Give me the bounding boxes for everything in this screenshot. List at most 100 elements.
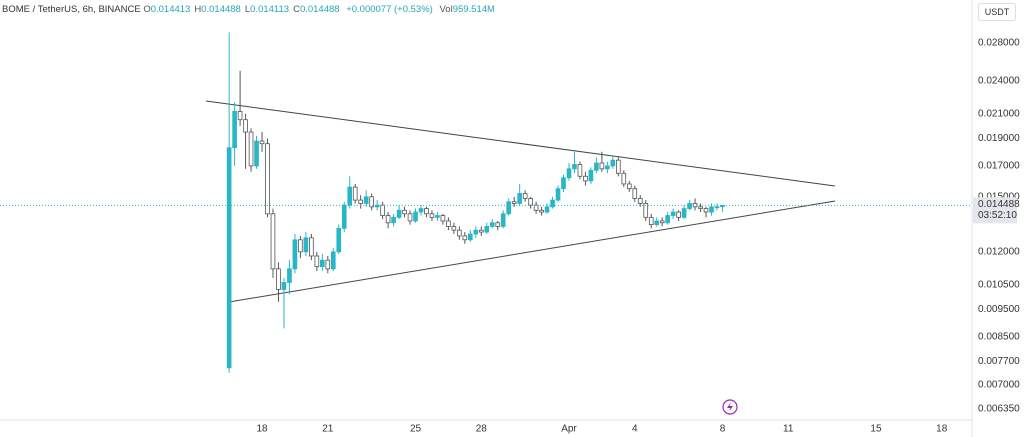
candle-body: [709, 206, 714, 213]
candle-body: [374, 204, 380, 208]
candle-body: [325, 259, 331, 270]
x-tick-label: Apr: [561, 424, 577, 435]
candle-body: [681, 208, 687, 218]
candle-body: [648, 216, 654, 226]
candle-body: [352, 186, 358, 201]
change: +0.000077 (+0.53%): [346, 4, 433, 15]
ohlc-value: 0.014488: [299, 4, 340, 15]
candle-body: [599, 162, 605, 170]
ohlc-value: 0.014488: [201, 4, 241, 15]
candle-body: [698, 206, 703, 209]
candle-body: [484, 226, 490, 233]
candle-body: [665, 215, 670, 224]
y-tick-label: 0.006350: [978, 404, 1020, 415]
candle-body: [248, 131, 254, 167]
candle-body: [232, 111, 237, 149]
ohlc-key: H: [194, 4, 202, 15]
x-tick-label: 28: [476, 424, 488, 435]
y-tick-label: 0.007000: [978, 379, 1020, 390]
candle-body: [577, 164, 583, 177]
last-price-box: [973, 197, 1017, 224]
legend-header: BOME / TetherUS, 6h, BINANCE O0.014413 H0…: [2, 4, 499, 15]
candle-body: [517, 193, 522, 204]
candle-body: [259, 140, 265, 145]
last-price-label: 0.014488: [978, 199, 1020, 210]
candle-body: [281, 282, 287, 290]
event-icon[interactable]: [722, 399, 738, 415]
candle-body: [703, 208, 709, 213]
y-tick-label: 0.019000: [978, 133, 1020, 144]
candle-body: [566, 168, 572, 179]
candle-body: [687, 203, 692, 209]
candle-body: [320, 259, 325, 268]
trend-line-upper[interactable]: [205, 100, 836, 187]
candle-body: [270, 213, 276, 270]
candle-body: [588, 169, 594, 182]
candle-body: [435, 215, 440, 218]
x-tick-label: 25: [410, 424, 422, 435]
y-tick-label: 0.007700: [978, 356, 1020, 367]
y-tick-label: 0.024000: [978, 75, 1020, 86]
candle-body: [462, 235, 468, 241]
x-tick-label: 21: [322, 424, 334, 435]
candle-body: [265, 143, 270, 215]
candle-body: [500, 213, 506, 227]
currency-button[interactable]: USDT: [978, 3, 1016, 21]
candle-body: [550, 199, 555, 208]
x-tick-label: 15: [870, 424, 882, 435]
candle-body: [413, 211, 418, 222]
candle-body: [478, 229, 484, 233]
candle-body: [402, 209, 407, 215]
candle-body: [418, 208, 424, 213]
candle-body: [391, 216, 396, 224]
candle-body: [539, 209, 544, 213]
x-tick-label: 8: [720, 424, 726, 435]
ohlc-value: 0.014413: [150, 4, 191, 15]
candle-body: [670, 211, 676, 216]
candle-body: [298, 239, 303, 253]
candle-body: [407, 213, 413, 222]
candle-body: [309, 237, 314, 257]
candle-body: [429, 213, 435, 218]
candle-body: [616, 159, 621, 174]
candle-body: [583, 175, 588, 182]
y-tick-label: 0.012000: [978, 246, 1020, 257]
candle-body: [473, 229, 479, 235]
ohlc: O0.014413 H0.014488 L0.014113 C0.014488: [143, 4, 343, 15]
candle-body: [610, 159, 616, 167]
candle-body: [314, 255, 320, 268]
candle-body: [506, 201, 512, 215]
candle-body: [632, 188, 638, 199]
candle-body: [440, 215, 446, 222]
candle-body: [369, 196, 374, 208]
candle-body: [555, 188, 561, 201]
candle-body: [495, 222, 501, 227]
candle-body: [451, 226, 457, 231]
y-tick-label: 0.009500: [978, 304, 1020, 315]
event-icon-bolt: [727, 402, 733, 412]
x-tick-label: 18: [936, 424, 948, 435]
candle-body: [544, 206, 550, 213]
candle-body: [347, 186, 353, 206]
candle-body: [594, 162, 599, 171]
candle-body: [621, 172, 627, 185]
x-tick-label: 11: [783, 424, 794, 435]
candle-body: [243, 119, 248, 133]
candle-body: [380, 204, 385, 216]
candle-body: [561, 177, 566, 190]
candle-body: [676, 211, 681, 218]
volume-key: Vol: [439, 4, 453, 15]
candles: [226, 32, 725, 373]
candle-body: [489, 222, 495, 227]
candle-body: [292, 239, 298, 270]
y-tick-label: 0.008500: [978, 332, 1020, 343]
x-tick-label: 4: [632, 424, 638, 435]
ohlc-value: 0.014113: [250, 4, 290, 15]
candle-body: [457, 229, 462, 237]
candle-body: [468, 233, 473, 241]
symbol: BOME / TetherUS, 6h, BINANCE: [2, 4, 141, 15]
candle-body: [276, 268, 281, 290]
trend-line-lower[interactable]: [228, 200, 836, 303]
x-tick-label: 18: [256, 424, 268, 435]
